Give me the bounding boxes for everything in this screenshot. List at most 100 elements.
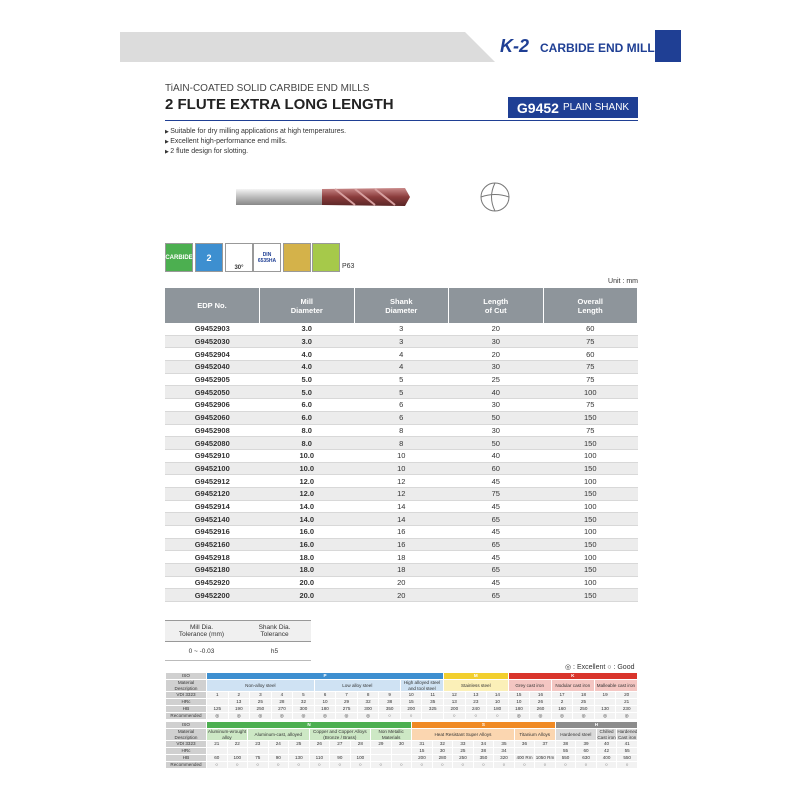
cell: 10.0 <box>259 462 354 476</box>
cell: 75 <box>543 398 638 412</box>
material-value: ○ <box>575 761 597 769</box>
material-value: 325 <box>421 705 445 713</box>
material-name: Chilled Cast iron <box>595 728 618 741</box>
cell: G9452080 <box>165 436 260 450</box>
material-value: 200 <box>411 754 433 762</box>
cell: 100 <box>543 550 638 565</box>
material-value <box>593 698 617 706</box>
material-value: 60 <box>206 754 228 762</box>
material-value: 250 <box>572 705 595 713</box>
material-value: 31 <box>411 740 433 748</box>
material-value: ◎ <box>270 712 294 720</box>
cell: 3 <box>354 335 449 349</box>
cell: 12.0 <box>259 487 354 501</box>
cell: 20 <box>448 347 543 362</box>
cell: 75 <box>543 335 638 349</box>
cell: 45 <box>448 550 543 565</box>
material-value: 350 <box>472 754 495 762</box>
material-value: 300 <box>356 705 380 713</box>
material-value: ○ <box>472 761 495 769</box>
cell: G9452914 <box>165 500 260 514</box>
icon-side <box>312 243 340 272</box>
row-label: Material Description <box>165 679 207 692</box>
cell: G9452060 <box>165 411 260 425</box>
cell: 14.0 <box>259 512 354 526</box>
cell: 100 <box>543 449 638 463</box>
row: G9452180 18.0 18 65 150 <box>165 563 638 577</box>
iso-group: K <box>507 672 639 680</box>
cell: 100 <box>543 500 638 514</box>
cell: 10 <box>354 462 449 476</box>
cell: 60 <box>543 347 638 362</box>
cell: 100 <box>543 474 638 488</box>
material-value: 26 <box>308 740 331 748</box>
cell: 4 <box>354 360 449 374</box>
cell: G9452200 <box>165 588 260 603</box>
material-value: 22 <box>226 740 249 748</box>
material-value: 6 <box>313 691 337 699</box>
material-value: ○ <box>329 761 351 769</box>
material-value: ◎ <box>249 712 272 720</box>
row: G9452080 8.0 8 50 150 <box>165 436 638 450</box>
material-name: Non Metallic Materials <box>370 728 413 741</box>
cell: 30 <box>448 360 543 374</box>
cell: 75 <box>543 360 638 374</box>
material-value: 55 <box>554 747 577 755</box>
cell: G9452120 <box>165 487 260 501</box>
cell: G9452910 <box>165 449 260 463</box>
cell: 6.0 <box>259 398 354 412</box>
material-name: Low alloy steel <box>313 679 401 692</box>
material-value: 21 <box>206 740 228 748</box>
material-value: ○ <box>616 761 638 769</box>
material-value: 13 <box>443 698 466 706</box>
material-value: 130 <box>288 754 310 762</box>
icon-slot <box>283 243 311 272</box>
material-value: 25 <box>288 740 310 748</box>
cell: 18.0 <box>259 550 354 565</box>
material-value <box>370 754 392 762</box>
tolerance-header: Shank Dia. Tolerance <box>238 620 311 642</box>
row-label: ISO <box>165 672 207 680</box>
cell: 150 <box>543 512 638 526</box>
material-value <box>308 747 331 755</box>
row-label: Recommended <box>165 712 207 720</box>
legend: ◎ : Excellent ○ : Good <box>565 664 635 671</box>
material-value: ○ <box>206 761 228 769</box>
material-value: 14 <box>486 691 509 699</box>
value-row: Recommended ○ ○ ○ ○ ○ ○ ○ ○ ○ ○ ○ ○ ○ ○ ○ ○ ○ ○ ○ ○ ○ <box>165 761 638 769</box>
material-value <box>247 747 269 755</box>
material-value: 16 <box>529 691 552 699</box>
value-row: VDI 3323 1 2 3 4 5 6 7 8 9 10 11 12 13 14 15 16 17 18 19 20 <box>165 691 638 699</box>
material-name: Copper and Copper Alloys (Bronze / Brass… <box>308 728 372 741</box>
material-value: 40 <box>595 740 618 748</box>
material-value: 29 <box>335 698 358 706</box>
cell: 40 <box>448 385 543 400</box>
cell: 3 <box>354 323 449 336</box>
desc-row: Material Description Aluminum-wrought all… <box>165 728 638 741</box>
material-value: 180 <box>313 705 337 713</box>
features: Suitable for dry milling applications at… <box>165 127 346 157</box>
material-value: 30 <box>390 740 413 748</box>
material-value: 20 <box>615 691 638 699</box>
material-value: 250 <box>249 705 272 713</box>
cell: 60 <box>448 462 543 476</box>
material-value: 23 <box>247 740 269 748</box>
material-value: ◎ <box>507 712 531 720</box>
material-value: 60 <box>575 747 597 755</box>
cell: G9452040 <box>165 360 260 374</box>
feature: Excellent high-performance end mills. <box>165 137 346 147</box>
cell: G9452918 <box>165 550 260 565</box>
cell: 150 <box>543 538 638 552</box>
cell: 50 <box>448 436 543 450</box>
material-name: Hardened Cast iron <box>616 728 638 741</box>
material-value: 32 <box>292 698 315 706</box>
cell: 12 <box>354 487 449 501</box>
material-value <box>534 747 556 755</box>
iso-group: S <box>411 721 556 729</box>
material-value: 100 <box>349 754 372 762</box>
product-line: CARBIDE END MILLS <box>540 41 663 55</box>
material-value: 190 <box>227 705 251 713</box>
material-value: 260 <box>529 705 552 713</box>
series-code: G9452 <box>516 99 559 116</box>
